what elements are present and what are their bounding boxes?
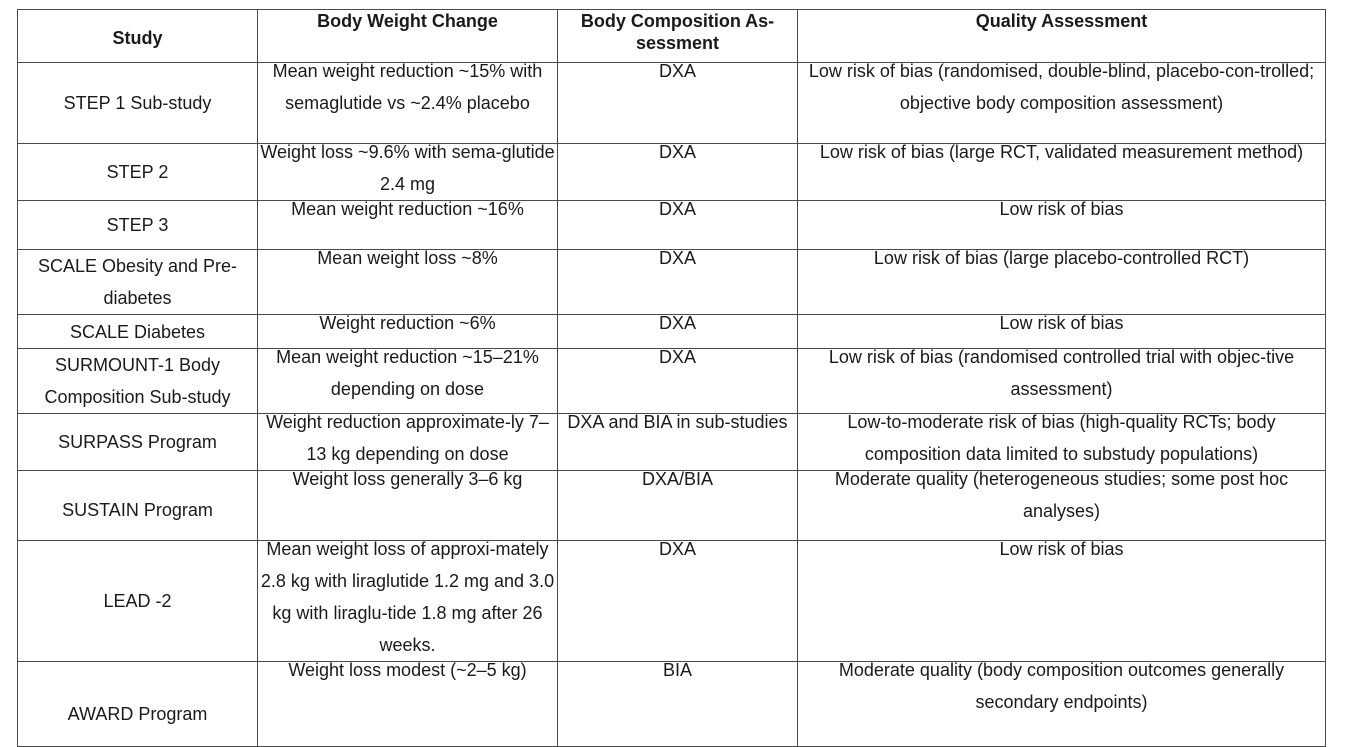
composition-text: DXA: [658, 314, 696, 334]
study-cell: SUSTAIN Program: [17, 470, 258, 541]
weight-change-text: Mean weight loss of approxi-mately 2.8 k…: [260, 540, 555, 656]
weight-change-text: Mean weight reduction ~15–21% depending …: [276, 348, 539, 400]
header-body-composition: Body Composition As-sessment: [557, 9, 798, 63]
study-name: STEP 2: [106, 162, 169, 182]
study-name: STEP 3: [106, 215, 169, 235]
weight-change-text: Weight loss modest (~2–5 kg): [288, 661, 527, 681]
header-body-weight-change: Body Weight Change: [257, 9, 558, 63]
evidence-table-container: Study Body Weight Change Body Compositio…: [17, 9, 1326, 747]
quality-text: Low risk of bias: [999, 314, 1124, 334]
composition-text: DXA: [658, 200, 696, 220]
study-name: SUSTAIN Program: [62, 499, 213, 520]
composition-cell: DXA and BIA in sub-studies: [557, 413, 798, 471]
quality-text: Low risk of bias (randomised, double-bli…: [808, 62, 1315, 114]
weight-change-cell: Mean weight loss of approxi-mately 2.8 k…: [257, 540, 558, 662]
study-cell: LEAD -2: [17, 540, 258, 662]
evidence-summary-table: Study Body Weight Change Body Compositio…: [17, 9, 1326, 747]
quality-text: Low-to-moderate risk of bias (high-quali…: [847, 413, 1276, 465]
weight-change-cell: Mean weight reduction ~15–21% depending …: [257, 348, 558, 414]
study-cell: STEP 3: [17, 200, 258, 250]
weight-change-text: Weight loss ~9.6% with sema-glutide 2.4 …: [260, 143, 555, 195]
table-row: SUSTAIN Program Weight loss generally 3–…: [17, 470, 1326, 541]
composition-text: DXA: [658, 540, 696, 560]
quality-cell: Low risk of bias (randomised controlled …: [797, 348, 1326, 414]
quality-cell: Low-to-moderate risk of bias (high-quali…: [797, 413, 1326, 471]
header-quality-assessment: Quality Assessment: [797, 9, 1326, 63]
quality-cell: Low risk of bias: [797, 200, 1326, 250]
quality-text: Low risk of bias: [999, 540, 1124, 560]
weight-change-cell: Weight reduction approximate-ly 7–13 kg …: [257, 413, 558, 471]
weight-change-text: Weight loss generally 3–6 kg: [292, 470, 523, 490]
weight-change-text: Weight reduction ~6%: [319, 314, 496, 334]
table-row: AWARD Program Weight loss modest (~2–5 k…: [17, 661, 1326, 747]
quality-text: Moderate quality (heterogeneous studies;…: [834, 470, 1289, 522]
composition-text: DXA and BIA in sub-studies: [567, 413, 788, 433]
quality-text: Low risk of bias: [999, 200, 1124, 220]
weight-change-cell: Mean weight reduction ~16%: [257, 200, 558, 250]
quality-text: Low risk of bias (large RCT, validated m…: [819, 143, 1304, 163]
composition-cell: BIA: [557, 661, 798, 747]
table-row: SURMOUNT-1 Body Composition Sub-study Me…: [17, 348, 1326, 414]
composition-text: BIA: [662, 661, 692, 681]
study-cell: SCALE Diabetes: [17, 314, 258, 349]
weight-change-cell: Weight loss modest (~2–5 kg): [257, 661, 558, 747]
weight-change-text: Mean weight reduction ~15% with semaglut…: [272, 62, 543, 114]
table-header-row: Study Body Weight Change Body Compositio…: [17, 9, 1326, 63]
study-name: SCALE Diabetes: [69, 321, 206, 342]
study-name: SCALE Obesity and Pre-diabetes: [37, 256, 238, 308]
composition-cell: DXA: [557, 62, 798, 144]
weight-change-cell: Weight loss ~9.6% with sema-glutide 2.4 …: [257, 143, 558, 201]
weight-change-cell: Weight loss generally 3–6 kg: [257, 470, 558, 541]
quality-cell: Low risk of bias (randomised, double-bli…: [797, 62, 1326, 144]
composition-text: DXA: [658, 348, 696, 368]
quality-text: Low risk of bias (randomised controlled …: [828, 348, 1295, 400]
study-cell: SURMOUNT-1 Body Composition Sub-study: [17, 348, 258, 414]
study-name: STEP 1 Sub-study: [63, 93, 212, 113]
weight-change-text: Weight reduction approximate-ly 7–13 kg …: [266, 413, 549, 465]
quality-text: Low risk of bias (large placebo-controll…: [873, 249, 1250, 269]
composition-text: DXA: [658, 62, 696, 82]
study-cell: AWARD Program: [17, 661, 258, 747]
composition-cell: DXA/BIA: [557, 470, 798, 541]
composition-cell: DXA: [557, 200, 798, 250]
quality-cell: Low risk of bias (large placebo-controll…: [797, 249, 1326, 315]
composition-cell: DXA: [557, 249, 798, 315]
weight-change-cell: Mean weight loss ~8%: [257, 249, 558, 315]
weight-change-cell: Mean weight reduction ~15% with semaglut…: [257, 62, 558, 144]
weight-change-text: Mean weight reduction ~16%: [291, 200, 524, 220]
composition-text: DXA: [658, 249, 696, 269]
composition-cell: DXA: [557, 314, 798, 349]
quality-text: Moderate quality (body composition outco…: [838, 661, 1285, 713]
quality-cell: Low risk of bias: [797, 540, 1326, 662]
table-row: STEP 1 Sub-study Mean weight reduction ~…: [17, 62, 1326, 144]
quality-cell: Moderate quality (heterogeneous studies;…: [797, 470, 1326, 541]
study-cell: STEP 2: [17, 143, 258, 201]
weight-change-text: Mean weight loss ~8%: [317, 249, 498, 269]
table-row: SCALE Obesity and Pre-diabetes Mean weig…: [17, 249, 1326, 315]
quality-cell: Moderate quality (body composition outco…: [797, 661, 1326, 747]
table-row: STEP 3 Mean weight reduction ~16% DXA Lo…: [17, 200, 1326, 250]
table-row: SURPASS Program Weight reduction approxi…: [17, 413, 1326, 471]
composition-cell: DXA: [557, 540, 798, 662]
study-name: SURMOUNT-1 Body Composition Sub-study: [44, 355, 231, 407]
study-name: LEAD -2: [103, 591, 172, 611]
quality-cell: Low risk of bias (large RCT, validated m…: [797, 143, 1326, 201]
table-row: LEAD -2 Mean weight loss of approxi-mate…: [17, 540, 1326, 662]
study-name: AWARD Program: [67, 704, 208, 724]
study-name: SURPASS Program: [58, 432, 217, 452]
quality-cell: Low risk of bias: [797, 314, 1326, 349]
study-cell: SCALE Obesity and Pre-diabetes: [17, 249, 258, 315]
composition-cell: DXA: [557, 143, 798, 201]
composition-text: DXA/BIA: [641, 470, 714, 490]
study-cell: SURPASS Program: [17, 413, 258, 471]
table-row: SCALE Diabetes Weight reduction ~6% DXA …: [17, 314, 1326, 349]
table-row: STEP 2 Weight loss ~9.6% with sema-gluti…: [17, 143, 1326, 201]
weight-change-cell: Weight reduction ~6%: [257, 314, 558, 349]
composition-text: DXA: [658, 143, 696, 163]
composition-cell: DXA: [557, 348, 798, 414]
study-cell: STEP 1 Sub-study: [17, 62, 258, 144]
header-study: Study: [17, 9, 258, 63]
